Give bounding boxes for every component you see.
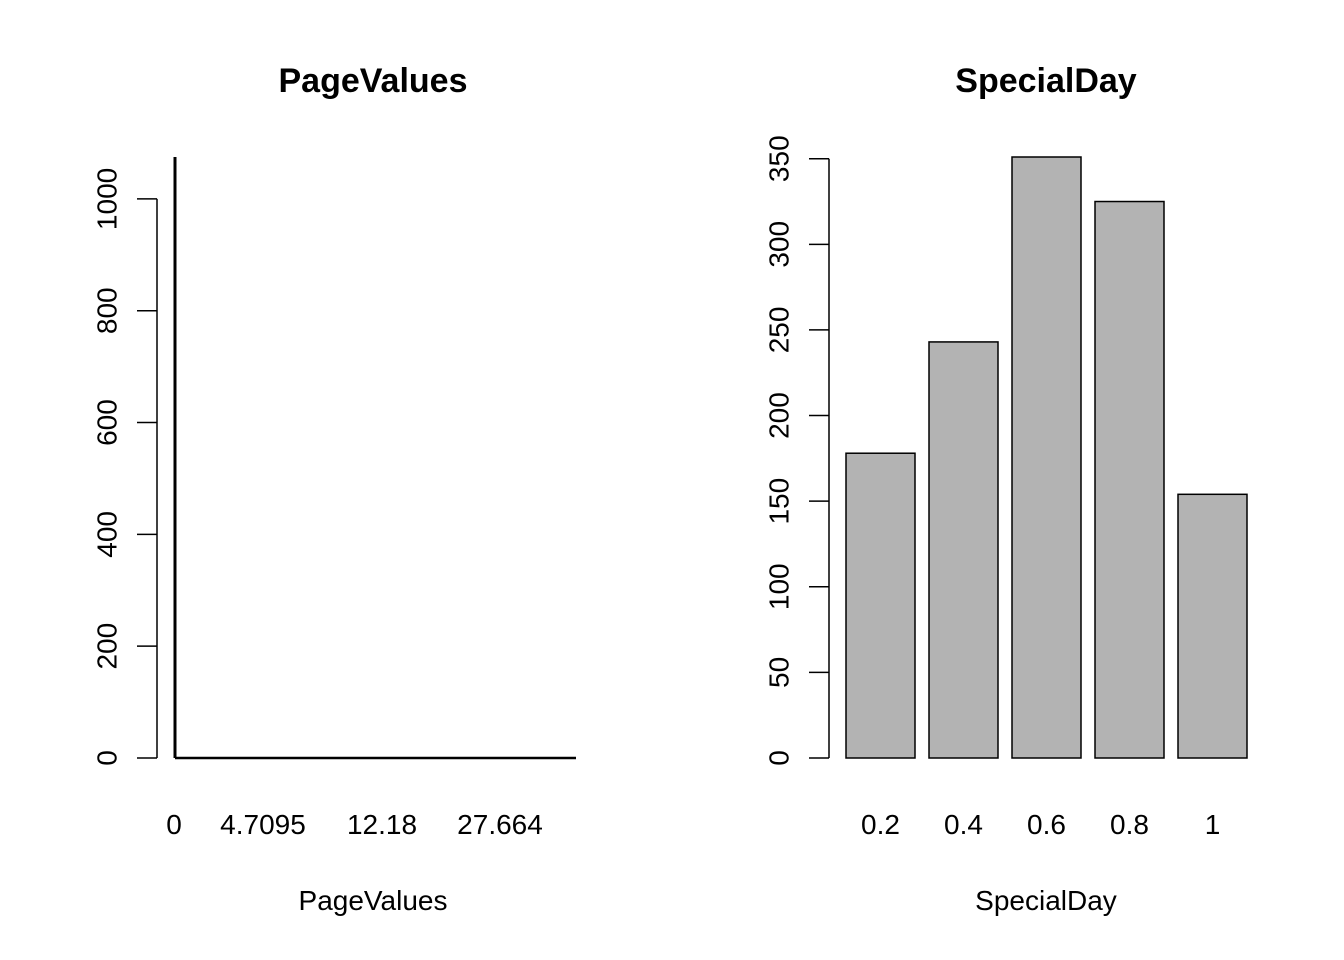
specialday-x-ticks: 0.2 0.4 0.6 0.8 1	[861, 809, 1220, 840]
pagevalues-panel: PageValues PageValues 02004006008001000 …	[91, 62, 576, 916]
x-tick-label: 0.6	[1027, 809, 1066, 840]
x-tick-label: 0.2	[861, 809, 900, 840]
y-tick-label: 200	[91, 623, 122, 670]
bar	[1011, 156, 1082, 759]
bar	[928, 341, 999, 759]
y-tick-label: 600	[91, 399, 122, 446]
y-tick-label: 50	[763, 657, 794, 688]
specialday-bars	[845, 156, 1248, 759]
x-tick-label: 1	[1205, 809, 1221, 840]
y-tick-label: 100	[763, 563, 794, 610]
pagevalues-bars	[173, 157, 576, 760]
specialday-x-label: SpecialDay	[975, 885, 1117, 916]
bar	[1094, 200, 1165, 759]
bar	[845, 452, 916, 759]
pagevalues-x-ticks: 0 4.7095 12.18 27.664	[166, 809, 543, 840]
x-tick-label: 4.7095	[220, 809, 306, 840]
y-tick-label: 250	[763, 307, 794, 354]
pagevalues-title: PageValues	[278, 62, 467, 100]
y-tick-label: 150	[763, 478, 794, 525]
y-tick-label: 400	[91, 511, 122, 558]
pagevalues-x-label: PageValues	[299, 885, 448, 916]
y-tick-label: 1000	[91, 168, 122, 230]
x-tick-label: 27.664	[457, 809, 543, 840]
pagevalues-y-axis: 0 200 400 600 800 1000	[91, 168, 158, 766]
y-tick-label: 0	[763, 750, 794, 766]
y-tick-label: 200	[763, 392, 794, 439]
y-tick-label: 300	[763, 221, 794, 268]
specialday-panel: SpecialDay SpecialDay 0 50 100 150 200 250 300…	[763, 62, 1248, 916]
x-tick-label: 0	[166, 809, 182, 840]
y-tick-label: 800	[91, 287, 122, 334]
x-tick-label: 12.18	[347, 809, 417, 840]
specialday-title: SpecialDay	[955, 62, 1137, 100]
bar	[1177, 493, 1248, 759]
specialday-y-axis: 0 50 100 150 200 250 300 350	[763, 135, 830, 766]
y-tick-label: 350	[763, 135, 794, 182]
x-tick-label: 0.8	[1110, 809, 1149, 840]
y-tick-label: 0	[91, 750, 122, 766]
x-tick-label: 0.4	[944, 809, 983, 840]
